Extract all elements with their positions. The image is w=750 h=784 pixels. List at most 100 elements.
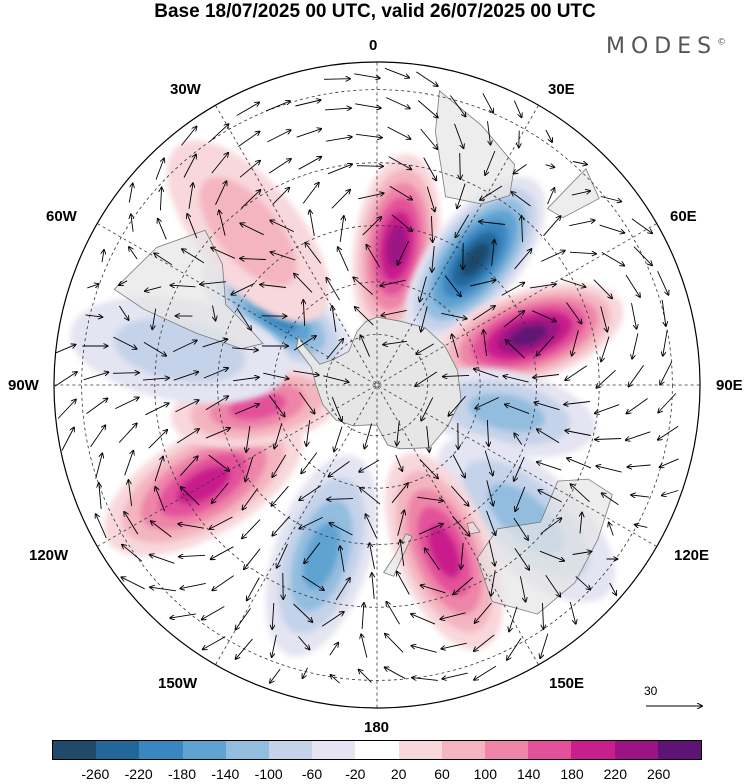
lon-label-90e: 90E	[716, 378, 743, 394]
wind-vector	[115, 397, 138, 408]
wind-vector	[416, 72, 437, 86]
colorbar-tick-label: -60	[302, 766, 322, 782]
wind-vector	[331, 675, 340, 683]
wind-vector	[325, 108, 351, 110]
colorbar-tick-label: 140	[517, 766, 540, 782]
colorbar-swatch	[658, 741, 701, 759]
colorbar-tick-label: -260	[81, 766, 109, 782]
wind-vector	[96, 453, 103, 478]
colorbar-tick-label: 100	[474, 766, 497, 782]
colorbar-tick-label: -100	[255, 766, 283, 782]
wind-vector	[354, 74, 380, 78]
wind-vector	[238, 132, 259, 147]
wind-vector	[244, 549, 260, 569]
wind-vector	[303, 668, 308, 678]
wind-vector	[509, 607, 517, 632]
wind-vector	[418, 101, 438, 118]
colorbar-swatch	[399, 741, 442, 759]
wind-vector	[131, 214, 133, 231]
wind-vector	[596, 466, 621, 472]
wind-vector	[632, 219, 652, 233]
africa	[435, 91, 514, 204]
wind-vector	[149, 430, 167, 448]
colorbar-swatch	[96, 741, 139, 759]
wind-vector	[334, 427, 342, 452]
wind-vector	[55, 345, 76, 354]
wind-vector	[421, 129, 438, 149]
wind-vector	[338, 247, 349, 271]
wind-vector	[299, 157, 322, 170]
wind-vector	[356, 134, 382, 137]
wind-vector	[55, 372, 77, 386]
colorbar-swatch	[571, 741, 614, 759]
colorbar-tick-label: -180	[168, 766, 196, 782]
wind-vector	[237, 103, 259, 116]
wind-vector	[58, 400, 76, 419]
wind-vector	[361, 634, 367, 657]
wind-vector	[386, 98, 410, 109]
wind-vector	[544, 216, 561, 236]
madagascar	[547, 169, 599, 218]
wind-vector	[62, 428, 74, 451]
wind-vector	[87, 284, 98, 288]
wind-vector	[632, 303, 637, 329]
wind-vector	[569, 220, 594, 225]
wind-vector	[364, 424, 371, 449]
wind-vector	[270, 669, 280, 683]
wind-vector	[113, 373, 139, 374]
lon-label-180: 180	[364, 720, 389, 736]
wind-vector	[663, 330, 667, 356]
colorbar-swatch	[615, 741, 658, 759]
wind-vector	[412, 678, 438, 681]
wind-vector	[548, 188, 555, 204]
wind-vector	[600, 225, 625, 233]
colorbar-swatch	[183, 741, 226, 759]
wind-vector	[324, 79, 350, 80]
wind-vector	[385, 667, 406, 678]
wind-vector	[609, 523, 614, 536]
wind-vector	[129, 247, 137, 259]
lon-label-0: 0	[369, 38, 377, 54]
wind-vector	[180, 583, 205, 588]
colorbar-swatch	[269, 741, 312, 759]
wind-vector	[242, 520, 260, 539]
wind-vector	[236, 608, 251, 629]
wind-vector	[297, 129, 322, 137]
wind-vector	[546, 130, 552, 142]
wind-vector	[150, 587, 176, 591]
lon-label-60e: 60E	[670, 209, 697, 225]
wind-vector	[629, 365, 644, 386]
wind-vector	[388, 127, 411, 139]
wind-vector	[658, 271, 669, 295]
colorbar-swatch	[139, 741, 182, 759]
colorbar-swatch	[355, 741, 398, 759]
lon-label-30e: 30E	[548, 82, 575, 98]
wind-vector	[301, 453, 317, 474]
wind-vector	[546, 165, 555, 168]
wind-vector	[626, 275, 640, 297]
lon-label-120w: 120W	[29, 548, 68, 564]
wind-vector	[158, 219, 167, 240]
wind-vector	[541, 251, 565, 262]
wind-vector	[626, 432, 651, 440]
wind-vector	[295, 100, 320, 106]
wind-vector	[150, 555, 175, 564]
wind-vector	[386, 602, 399, 624]
wind-vector	[385, 634, 403, 653]
wind-vector	[266, 101, 290, 111]
wind-vector	[634, 247, 652, 266]
wind-vector	[179, 555, 205, 556]
wind-vector	[513, 164, 526, 173]
wind-vector	[474, 666, 496, 680]
wind-vector	[156, 158, 164, 179]
wind-vector	[170, 614, 196, 618]
wind-vector	[210, 124, 229, 142]
wind-vector	[628, 465, 651, 467]
wind-vector	[160, 188, 161, 211]
wind-vector	[632, 333, 638, 358]
wind-vector	[326, 137, 352, 141]
wind-vector	[660, 459, 679, 467]
wind-vector	[602, 252, 624, 265]
colorbar-swatch	[53, 741, 96, 759]
